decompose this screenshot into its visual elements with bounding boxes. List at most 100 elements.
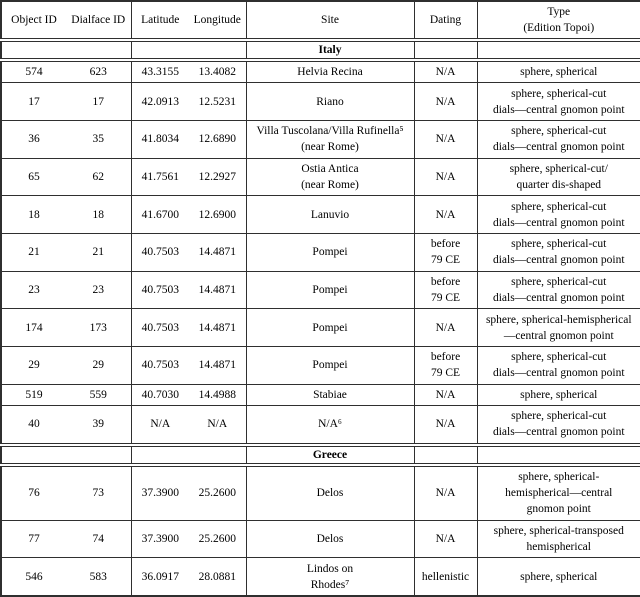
cell-latitude: 41.6700 [131,196,189,234]
cell-line: Ostia Antica [301,163,359,176]
cell-line: 21 [92,246,105,259]
cell-longitude: 14.4871 [189,271,247,309]
cell-line: N/A [435,321,456,334]
cell-line: 21 [28,246,40,259]
cell-line: N/A [435,133,456,146]
cell-dating: N/A [414,120,478,159]
cell-latitude: 42.0913 [131,83,189,121]
cell-site: Delos [246,520,415,558]
cell-latitude: 40.7503 [131,234,189,272]
cell-dating: N/A [414,82,478,121]
cell-line: N/A [435,95,456,108]
cell-line: Rhodes⁷ [310,578,350,591]
cell-site: Lindos on Rhodes⁷ [246,557,415,596]
cell-object-id: 65 [1,158,66,196]
cell-line: Pompei [312,246,348,259]
cell-site: Riano [246,82,415,121]
cell-dating: N/A [414,158,478,196]
cell-line: 74 [92,532,105,545]
cell-object-id: 21 [1,234,66,272]
col-header-type-line2: (Edition Topoi) [523,22,595,34]
cell-line: 14.4871 [198,359,236,372]
cell-line: dials—central gnomon point [492,216,625,229]
table-row: 519 559 40.7030 14.4988 Stabiae N/A sphere, sp… [1,384,640,406]
cell-site: Pompei [246,233,415,272]
cell-type: sphere, spherical-cut dials—central gnomo… [477,346,640,384]
table-header: Object ID Dialface ID Latitude Longitude… [1,1,640,40]
cell-line: N/A [435,388,456,401]
cell-dating: before 79 CE [414,346,478,385]
cell-line: hellenistic [421,570,470,583]
table-body: Italy 574 623 43.3155 13.4082 Helvia Recina N/… [1,40,640,596]
col-header-type-line1: Type [547,6,571,18]
cell-line: N/A [435,418,456,431]
cell-object-id: 17 [1,83,66,121]
cell-longitude: 12.6890 [189,120,247,159]
cell-dating: hellenistic [414,557,478,596]
cell-line: 583 [89,570,107,583]
cell-object-id: 23 [1,271,66,309]
cell-dating: N/A [414,60,478,83]
cell-line: 17 [28,95,40,108]
cell-longitude: 14.4871 [189,308,247,347]
cell-line: 43.3155 [141,66,179,79]
cell-line: dials—central gnomon point [492,103,625,116]
cell-line: 77 [28,532,40,545]
table-row: 29 29 40.7503 14.4871 Pompei before 79 CE spher… [1,346,640,385]
cell-dialface-id: 173 [66,308,132,347]
cell-latitude: 43.3155 [131,60,189,83]
cell-line: 574 [25,66,43,79]
cell-line: 40.7503 [141,359,179,372]
section-spacer-cell [477,445,640,465]
cell-line: 37.3900 [141,487,179,500]
cell-longitude: N/A [189,405,247,445]
cell-line: N/A [435,532,456,545]
section-spacer-cell [131,444,247,465]
cell-line: 559 [89,388,107,401]
cell-line: 42.0913 [141,95,179,108]
section-spacer-cell [477,40,640,60]
cell-line: 12.6900 [198,208,236,221]
cell-dating: N/A [414,464,478,521]
cell-dialface-id: 29 [66,346,132,385]
cell-line: Villa Tuscolana/Villa Rufinella⁵ [256,125,404,138]
cell-line: 39 [92,418,105,431]
table-row: 174 173 40.7503 14.4871 Pompei N/A sphere, sph… [1,308,640,347]
cell-line: 40.7030 [141,388,179,401]
cell-line: before [430,276,461,288]
cell-dating: before 79 CE [414,271,478,309]
cell-line: 18 [92,208,105,221]
cell-line: sphere, spherical-cut [511,125,607,138]
cell-line: 25.2600 [198,487,236,500]
cell-line: 40 [28,418,40,431]
cell-line: (near Rome) [301,141,359,154]
col-header-site: Site [246,1,415,40]
cell-line: sphere, spherical-cut/ [509,163,608,176]
cell-site: Stabiae [246,384,415,406]
cell-line: 173 [89,321,107,334]
cell-dialface-id: 21 [66,233,132,272]
cell-dialface-id: 559 [66,384,132,406]
cell-site: Helvia Recina [246,60,415,83]
table-row: 65 62 41.7561 12.2927 Ostia Antica (near Rome… [1,158,640,196]
cell-type: sphere, spherical-cut dials—central gnomo… [477,271,640,309]
cell-dialface-id: 23 [66,271,132,309]
col-header-dialface-id: Dialface ID [66,1,132,40]
col-header-dating: Dating [414,1,478,40]
cell-longitude: 14.4871 [189,233,247,272]
cell-longitude: 25.2600 [189,520,247,558]
section-spacer-cell [1,40,132,60]
cell-line: 79 CE [430,254,461,267]
cell-latitude: 40.7030 [131,384,189,405]
cell-line: —central gnomon point [503,329,614,342]
cell-line: 36 [28,133,40,146]
cell-line: 14.4988 [198,388,236,401]
cell-type: sphere, spherical-hemispherical —central … [477,309,640,347]
cell-latitude: 37.3900 [131,465,189,520]
header-row: Object ID Dialface ID Latitude Longitude… [1,1,640,40]
cell-line: 76 [28,487,40,500]
cell-line: 79 CE [430,367,461,380]
table-row: 36 35 41.8034 12.6890 Villa Tuscolana/Villa … [1,120,640,159]
cell-latitude: 40.7503 [131,309,189,347]
